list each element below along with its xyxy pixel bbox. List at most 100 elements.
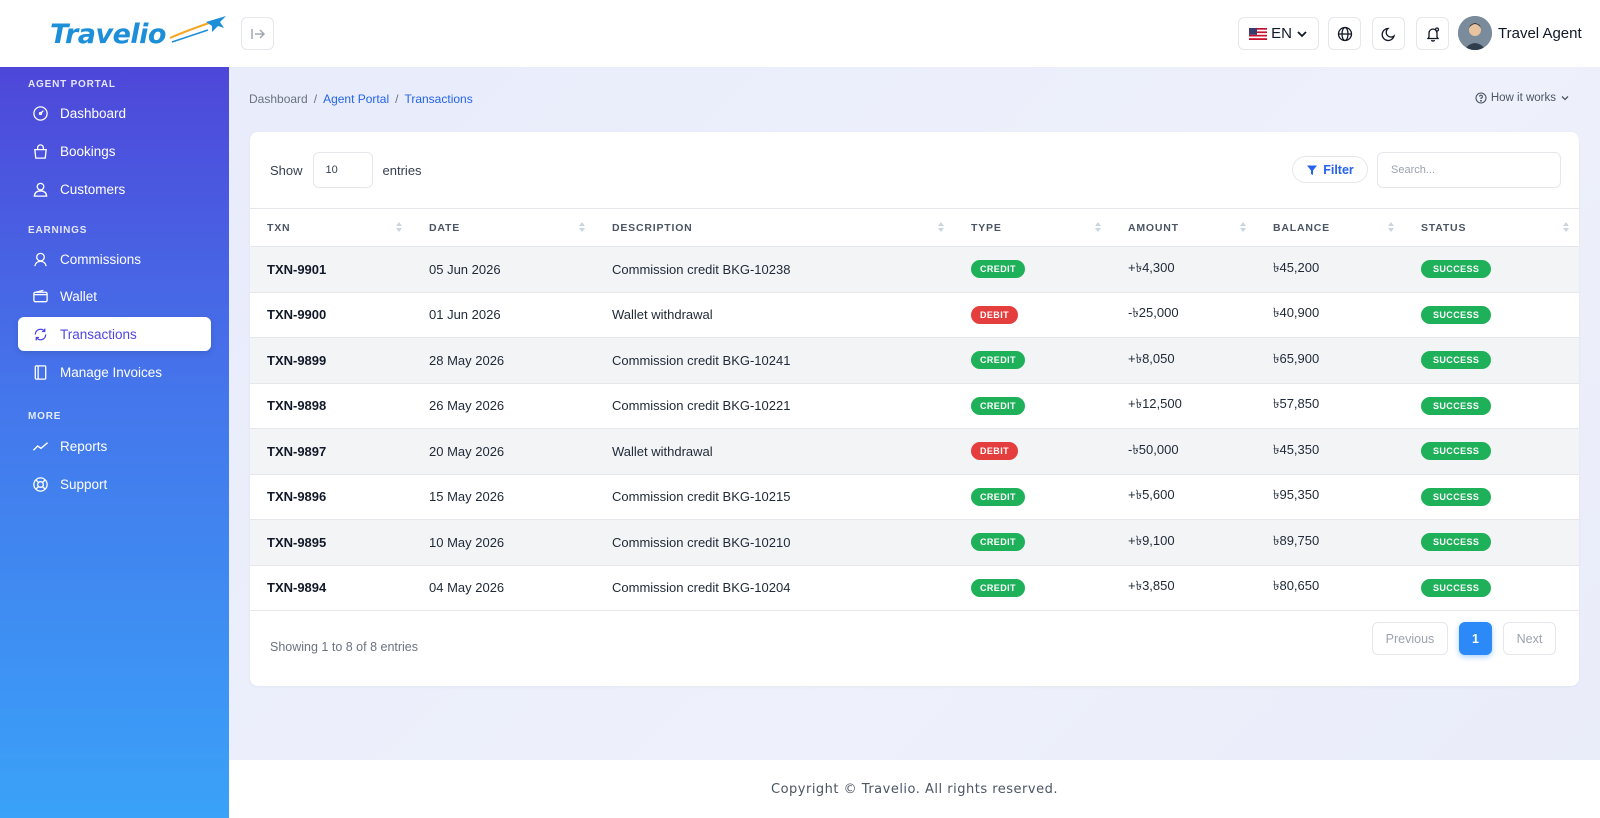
txn-date: 28 May 2026	[412, 337, 595, 384]
search-input[interactable]	[1377, 152, 1561, 188]
notifications-button[interactable]	[1416, 17, 1449, 50]
breadcrumb-separator: /	[395, 92, 399, 106]
sort-icon	[1095, 222, 1101, 232]
txn-balance: ৳40,900	[1256, 292, 1404, 338]
column-label: DATE	[429, 221, 461, 234]
sidebar-item-label: Customers	[60, 181, 126, 197]
entries-per-page-input[interactable]: 10	[312, 152, 373, 188]
filter-button[interactable]: Filter	[1292, 156, 1368, 183]
main-content: Dashboard / Agent Portal / Transactions …	[229, 67, 1600, 760]
airplane-icon	[169, 16, 226, 43]
txn-amount: +৳3,850	[1111, 565, 1256, 611]
txn-description: Wallet withdrawal	[595, 428, 954, 475]
status-badge: SUCCESS	[1421, 351, 1492, 370]
bell-icon	[1426, 26, 1439, 42]
sidebar-item-label: Manage Invoices	[60, 364, 163, 380]
txn-amount: +৳9,100	[1111, 519, 1256, 566]
copyright-text: Copyright © Travelio. All rights reserve…	[771, 781, 1058, 797]
column-header-txn[interactable]: TXN	[250, 208, 412, 247]
txn-amount: +৳5,600	[1111, 474, 1256, 520]
sidebar-item-wallet[interactable]: Wallet	[18, 279, 211, 313]
txn-id: TXN-9897	[250, 428, 412, 475]
column-label: STATUS	[1421, 221, 1467, 234]
lifebuoy-icon	[33, 476, 48, 492]
section-title-earnings: EARNINGS	[28, 225, 88, 236]
txn-type-cell: DEBIT	[954, 292, 1111, 338]
sort-icon	[1563, 222, 1569, 232]
collapse-sidebar-icon	[250, 28, 265, 39]
next-page-button[interactable]: Next	[1503, 622, 1556, 655]
txn-type-cell: CREDIT	[954, 383, 1111, 429]
breadcrumb-separator: /	[313, 92, 318, 106]
brand-logo[interactable]: Travelio	[50, 14, 226, 54]
table-header-row: TXN DATE DESCRIPTION TYPE AMOUNT BALANCE…	[250, 208, 1579, 247]
txn-balance: ৳89,750	[1256, 519, 1404, 566]
breadcrumb: Dashboard / Agent Portal / Transactions	[249, 92, 473, 106]
previous-page-button[interactable]: Previous	[1372, 622, 1448, 655]
sidebar-item-customers[interactable]: Customers	[18, 172, 211, 206]
chevron-down-icon	[1561, 96, 1569, 101]
sidebar-item-bookings[interactable]: Bookings	[18, 134, 211, 168]
theme-toggle-button[interactable]	[1372, 17, 1405, 50]
avatar	[1458, 16, 1492, 50]
type-badge: DEBIT	[971, 442, 1018, 461]
sidebar-item-reports[interactable]: Reports	[18, 429, 211, 463]
txn-type-cell: DEBIT	[954, 428, 1111, 475]
column-header-type[interactable]: TYPE	[954, 208, 1111, 247]
txn-date: 10 May 2026	[412, 519, 595, 566]
top-header: Travelio EN	[0, 0, 1600, 67]
txn-status-cell: SUCCESS	[1404, 474, 1579, 520]
txn-amount: +৳8,050	[1111, 337, 1256, 384]
sidebar-item-transactions[interactable]: Transactions	[18, 317, 211, 351]
sidebar-item-dashboard[interactable]: Dashboard	[18, 96, 211, 130]
column-label: BALANCE	[1273, 221, 1330, 234]
show-label: Show	[270, 162, 303, 178]
txn-date: 05 Jun 2026	[412, 246, 595, 293]
type-badge: CREDIT	[971, 396, 1025, 415]
txn-type-cell: CREDIT	[954, 474, 1111, 520]
txn-balance: ৳45,350	[1256, 428, 1404, 475]
sidebar-item-manage-invoices[interactable]: Manage Invoices	[18, 355, 211, 389]
txn-amount: +৳12,500	[1111, 383, 1256, 429]
transactions-table: TXN DATE DESCRIPTION TYPE AMOUNT BALANCE…	[250, 208, 1579, 611]
user-menu[interactable]: Travel Agent	[1458, 16, 1582, 50]
pagination: Previous 1 Next	[1372, 622, 1556, 655]
sidebar-item-commissions[interactable]: Commissions	[18, 242, 211, 276]
sidebar-item-support[interactable]: Support	[18, 467, 211, 501]
globe-button[interactable]	[1328, 17, 1361, 50]
wallet-icon	[33, 289, 48, 302]
table-row: TXN-9895 10 May 2026 Commission credit B…	[250, 519, 1579, 566]
sort-icon	[1240, 222, 1246, 232]
column-label: TXN	[267, 221, 291, 234]
filter-label: Filter	[1323, 162, 1354, 177]
column-header-balance[interactable]: BALANCE	[1256, 208, 1404, 247]
pagination-info: Showing 1 to 8 of 8 entries	[270, 640, 419, 654]
breadcrumb-agent-portal[interactable]: Agent Portal	[323, 92, 390, 106]
language-select[interactable]: EN	[1238, 17, 1319, 50]
type-badge: CREDIT	[971, 351, 1025, 370]
sidebar-item-label: Reports	[60, 438, 108, 454]
column-header-date[interactable]: DATE	[412, 208, 595, 247]
type-badge: CREDIT	[971, 260, 1025, 279]
column-header-status[interactable]: STATUS	[1404, 208, 1579, 247]
breadcrumb-home[interactable]: Dashboard	[249, 92, 308, 106]
txn-type-cell: CREDIT	[954, 337, 1111, 384]
txn-balance: ৳45,200	[1256, 246, 1404, 293]
txn-description: Commission credit BKG-10221	[595, 383, 954, 429]
column-header-description[interactable]: DESCRIPTION	[595, 208, 954, 247]
column-header-amount[interactable]: AMOUNT	[1111, 208, 1256, 247]
txn-amount: +৳4,300	[1111, 246, 1256, 293]
page-1-button[interactable]: 1	[1459, 622, 1492, 655]
status-badge: SUCCESS	[1421, 305, 1492, 324]
table-row: TXN-9900 01 Jun 2026 Wallet withdrawal D…	[250, 292, 1579, 338]
breadcrumb-current[interactable]: Transactions	[404, 92, 473, 106]
txn-balance: ৳65,900	[1256, 337, 1404, 384]
sort-icon	[579, 222, 585, 232]
txn-id: TXN-9898	[250, 383, 412, 429]
sidebar-toggle-button[interactable]	[241, 17, 274, 50]
txn-amount: -৳25,000	[1111, 292, 1256, 338]
globe-icon	[1337, 26, 1352, 41]
txn-description: Commission credit BKG-10210	[595, 519, 954, 566]
sidebar: AGENT PORTAL Dashboard Bookings Customer…	[0, 67, 229, 818]
how-it-works-toggle[interactable]: How it works	[1475, 92, 1570, 104]
